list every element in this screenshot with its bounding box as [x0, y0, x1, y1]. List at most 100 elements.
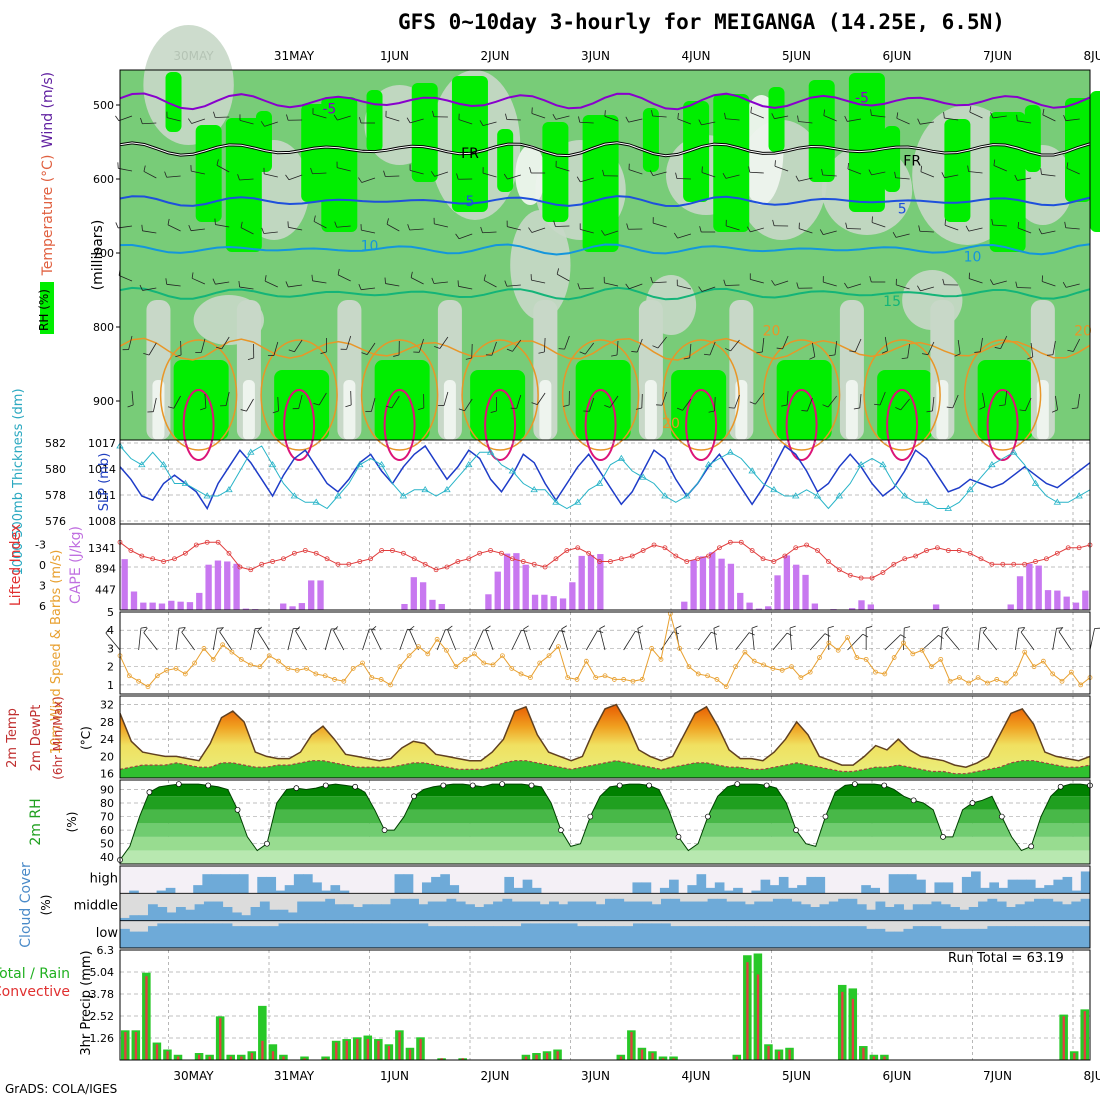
rh-dry-area — [644, 380, 657, 440]
surface-wind-barb — [485, 629, 494, 651]
thickness-marker — [748, 467, 756, 474]
cloud-cell — [549, 923, 559, 948]
surface-wind-barb — [824, 633, 831, 637]
thickness-marker — [377, 460, 386, 468]
rh-moist-plume — [470, 370, 526, 440]
slp-axis-label: SLP (mb) — [97, 453, 112, 512]
surface-wind-barb — [447, 625, 453, 630]
wind-barb — [148, 342, 157, 356]
precip-convective-bar — [356, 1039, 359, 1060]
lifted-index-marker — [771, 559, 777, 564]
wind-speed-marker — [621, 677, 627, 682]
surface-wind-barb — [713, 628, 718, 651]
cape-bar — [317, 580, 324, 610]
wind-barb — [312, 172, 327, 175]
wind-barb — [215, 346, 222, 350]
cape-bar — [242, 608, 250, 610]
cloud-cell — [269, 909, 280, 921]
rh-moist-plume — [225, 118, 262, 252]
cloud-cell — [278, 909, 289, 921]
cloud-cell — [1006, 907, 1016, 921]
wind-barb — [874, 403, 881, 406]
precip-convective-bar — [271, 1051, 275, 1060]
cape-bar — [485, 594, 492, 610]
wind-speed-marker — [779, 667, 785, 673]
wind-speed-marker — [873, 669, 878, 675]
wind-barb — [749, 171, 764, 174]
cloud-cell — [870, 887, 881, 894]
cape-bar — [802, 574, 809, 610]
wind-barb — [781, 404, 788, 407]
cloud-cell — [577, 901, 587, 921]
wind-barb — [482, 121, 497, 127]
wind-barb — [944, 224, 959, 231]
wind-barb — [774, 160, 776, 167]
cloud-cell — [605, 926, 615, 948]
rh-moist-plume — [848, 73, 885, 212]
wind-barb — [214, 218, 216, 225]
wind-speed-marker — [891, 655, 897, 660]
cloud-cell — [707, 926, 718, 948]
cloud-cell — [788, 887, 798, 894]
wind-barb — [946, 406, 953, 409]
wind-barb — [506, 348, 513, 352]
wind-barb — [361, 287, 376, 291]
cape-tick-label: 447 — [95, 583, 116, 596]
precip-convective-bar — [324, 1058, 327, 1060]
wind-barb — [629, 283, 643, 290]
wind-frame — [119, 611, 1091, 695]
cape-bar — [1035, 565, 1042, 610]
cloud-cell — [250, 907, 261, 921]
wind-speed-marker — [210, 656, 216, 662]
precip-convective-bar — [735, 1056, 739, 1060]
wind-speed-marker — [276, 658, 281, 664]
rh-marker — [234, 806, 241, 813]
pressure-axis-label: (millibars) — [90, 220, 106, 291]
lifted-index-marker — [313, 550, 319, 556]
surface-wind-barb — [561, 628, 569, 651]
cloud-cell — [437, 901, 447, 921]
temp-unit-label: (°C) — [79, 726, 93, 750]
wind-barb — [264, 280, 278, 288]
cloud-cell — [614, 898, 625, 921]
pressure-tick-label: 600 — [93, 173, 114, 186]
contour-label: 5 — [466, 194, 475, 210]
wind-barb — [166, 283, 181, 287]
lifted-index-marker — [902, 556, 908, 562]
lifted-index-marker — [302, 548, 308, 553]
wind-barb — [505, 113, 508, 120]
cloud-cell — [1062, 926, 1072, 948]
cape-bar — [699, 556, 707, 610]
rh-marker — [352, 783, 359, 790]
wind-speed-marker — [462, 656, 468, 662]
temperature-axis-label: Temperature (°C) — [40, 155, 56, 277]
cape-bar — [121, 559, 128, 610]
wind-barb — [993, 159, 996, 166]
precip-tick-label: 6.3 — [97, 944, 115, 957]
cloud-cell — [403, 874, 414, 894]
wind-speed-marker — [966, 680, 972, 686]
wind-barb — [204, 393, 207, 408]
cloud-cell — [539, 923, 550, 948]
rh-marker — [528, 782, 535, 789]
wind-barb — [819, 229, 824, 235]
wind-speed-marker — [695, 671, 701, 677]
cape-bar — [149, 602, 156, 610]
thickness-marker — [857, 460, 865, 468]
surface-wind-barb — [1058, 631, 1072, 651]
lifted-index-marker — [422, 561, 428, 567]
pressure-tick-label: 500 — [93, 99, 114, 112]
surface-wind-barb — [1018, 627, 1025, 629]
contour-20c — [863, 339, 941, 451]
lifted-index-marker — [1000, 561, 1006, 567]
wind-speed-marker — [639, 677, 645, 682]
surface-wind-barb — [827, 627, 830, 651]
wind-barb — [871, 171, 886, 176]
cloud-cell — [502, 926, 513, 948]
cloud-cell — [483, 926, 494, 948]
contour-20c — [119, 337, 1091, 361]
cloud-cell — [931, 926, 942, 948]
cloud-cell — [1024, 901, 1035, 921]
wind-axis-label: 10m Wind Speed & Barbs (m/s) — [49, 550, 64, 755]
